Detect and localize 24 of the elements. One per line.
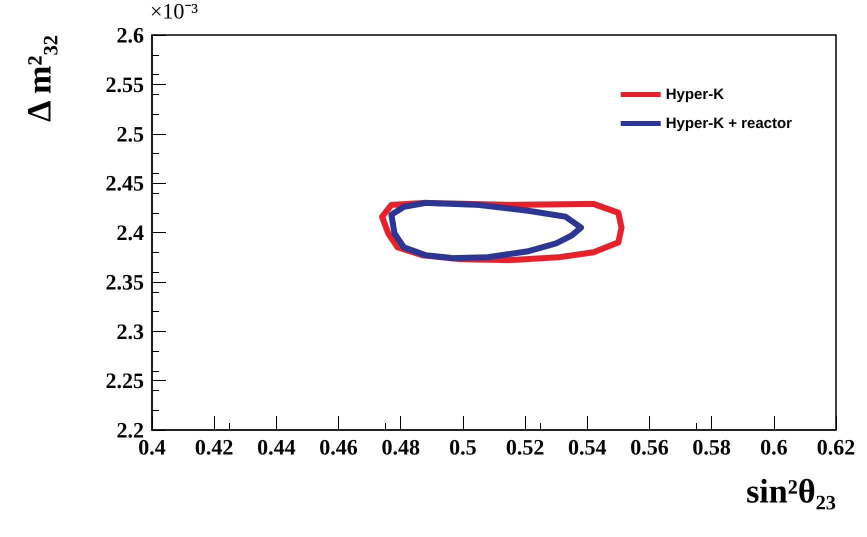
x-tick-label: 0.52 [506,434,544,460]
x-tick-label: 0.62 [816,434,856,460]
y-tick-label: 2.5 [116,121,144,146]
y-tick-label: 2.4 [116,220,144,245]
x-tick-label: 0.54 [568,434,607,460]
y-axis-title: Δ m²₃₂ [22,35,58,122]
y-tick-label: 2.3 [116,318,144,344]
y-tick-label: 2.45 [106,170,144,196]
x-tick-label: 0.6 [760,434,788,460]
x-tick-label: 0.44 [257,434,296,460]
y-tick-label: 2.35 [106,269,144,294]
x-tick-label: 0.5 [449,434,477,460]
x-tick-label: 0.42 [194,434,234,460]
legend-label: Hyper-K [666,86,724,103]
x-tick-label: 0.46 [319,434,358,460]
x-axis-title: sin²θ₂₃ [746,474,836,510]
y-tick-label: 2.25 [106,368,144,394]
x-tick-label: 0.58 [692,434,731,460]
text: ×10⁻³ [150,0,198,24]
y-tick-label: 2.6 [116,22,144,48]
x-tick-label: 0.56 [630,434,669,460]
legend-label: Hyper-K + reactor [666,115,792,132]
x-tick-label: 0.48 [381,434,420,460]
y-tick-label: 2.55 [106,72,144,97]
